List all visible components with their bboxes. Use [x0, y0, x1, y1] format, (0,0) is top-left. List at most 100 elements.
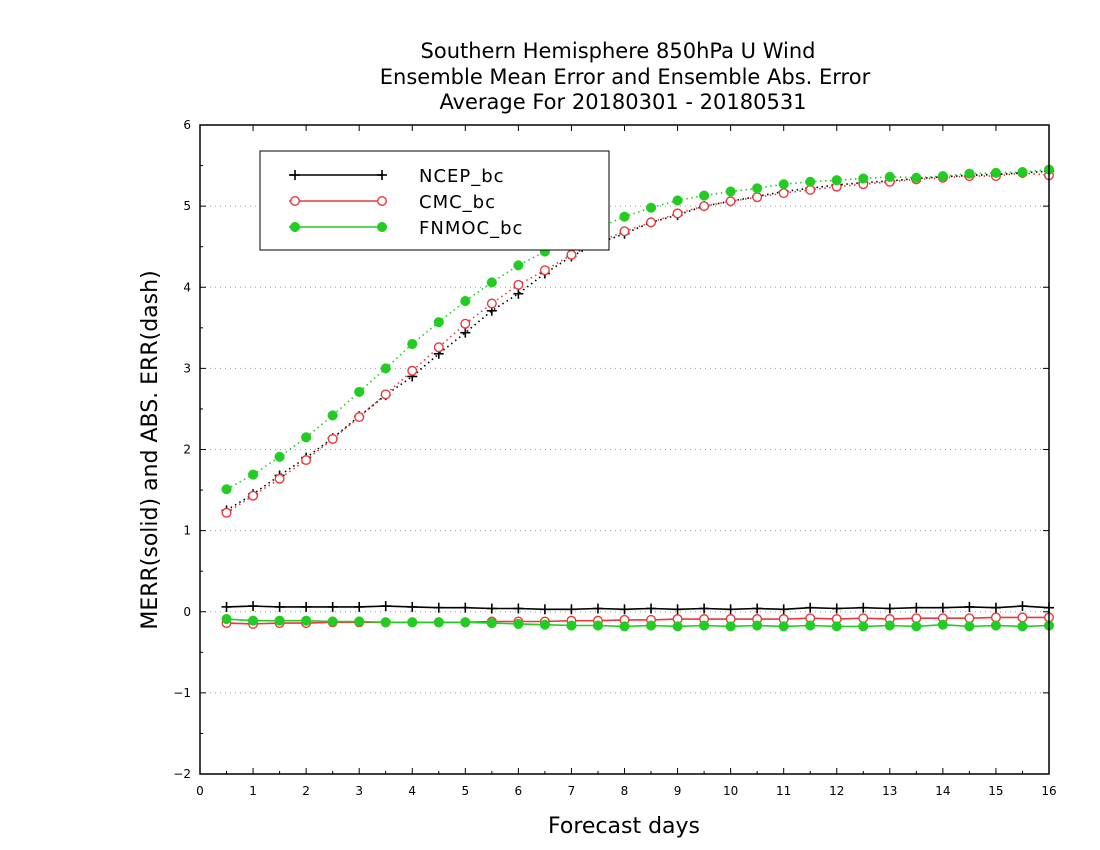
merr-point: [911, 613, 922, 624]
merr-point: [380, 617, 391, 628]
merr-point: [486, 603, 497, 614]
merr-point: [911, 602, 922, 613]
abs-err-point: [831, 175, 842, 186]
abs-err-point: [407, 365, 418, 376]
x-tick-label: 1: [249, 784, 257, 798]
merr-point: [884, 620, 895, 631]
abs-err-point: [301, 455, 312, 466]
abs-err-point: [513, 279, 524, 290]
chart-title: Southern Hemisphere 850hPa U Wind Ensemb…: [380, 39, 871, 114]
merr-point: [964, 601, 975, 612]
merr-point: [380, 601, 391, 612]
merr-point: [699, 603, 710, 614]
abs-err-point: [566, 249, 577, 260]
abs-err-point: [725, 186, 736, 197]
abs-err-point: [672, 208, 683, 219]
abs-err-point: [327, 433, 338, 444]
abs-err-point: [248, 490, 259, 501]
y-tick-label: −1: [173, 686, 191, 700]
merr-point: [699, 620, 710, 631]
legend-marker-right: [377, 195, 388, 206]
y-axis-label: MERR(solid) and ABS. ERR(dash): [138, 270, 163, 629]
x-tick-label: 4: [408, 784, 416, 798]
abs-err-point: [858, 173, 869, 184]
merr-point: [1017, 601, 1028, 612]
abs-err-point: [619, 226, 630, 237]
abs-err-point: [937, 171, 948, 182]
merr-point: [513, 618, 524, 629]
x-tick-label: 11: [776, 784, 791, 798]
abs-err-point: [274, 451, 285, 462]
merr-point: [778, 621, 789, 632]
merr-point: [592, 603, 603, 614]
merr-point: [619, 621, 630, 632]
merr-point: [990, 620, 1001, 631]
legend-entry-CMC_bc: CMC_bc: [289, 192, 496, 213]
merr-point: [248, 615, 259, 626]
abs-err-point: [805, 176, 816, 187]
title-line-3: Average For 20180301 - 20180531: [439, 90, 806, 114]
abs-err-point: [354, 386, 365, 397]
merr-point: [354, 601, 365, 612]
merr-point: [937, 619, 948, 630]
abs-err-point: [884, 171, 895, 182]
legend-marker-left: [289, 221, 301, 233]
y-axis: −2 −1 0 1 2 3 4 5 6: [173, 118, 1049, 781]
abs-err-point: [964, 168, 975, 179]
merr-point: [354, 616, 365, 627]
merr-point: [1017, 621, 1028, 632]
merr-point: [672, 621, 683, 632]
y-tick-label: 6: [183, 118, 191, 132]
abs-err-point: [301, 432, 312, 443]
merr-point: [301, 615, 312, 626]
merr-point: [858, 621, 869, 632]
merr-point: [778, 604, 789, 615]
merr-point: [805, 620, 816, 631]
abs-err-point: [433, 342, 444, 353]
abs-err-point: [990, 167, 1001, 178]
x-tick-label: 8: [621, 784, 629, 798]
x-tick-label: 3: [355, 784, 363, 798]
merr-point: [884, 603, 895, 614]
merr-point: [725, 604, 736, 615]
merr-point: [460, 617, 471, 628]
abs-err-point: [486, 298, 497, 309]
abs-err-point: [221, 507, 232, 518]
legend-label: CMC_bc: [419, 192, 496, 213]
abs-err-point: [433, 317, 444, 328]
merr-point: [752, 603, 763, 614]
merr-point: [964, 621, 975, 632]
abs-err-point: [274, 473, 285, 484]
x-tick-label: 2: [302, 784, 310, 798]
legend-label: NCEP_bc: [419, 166, 505, 187]
merr-point: [725, 621, 736, 632]
x-tick-label: 10: [723, 784, 738, 798]
merr-point: [274, 615, 285, 626]
x-axis-label: Forecast days: [548, 814, 700, 839]
legend-marker-right: [376, 221, 388, 233]
abs-err-point: [911, 172, 922, 183]
legend-label: FNMOC_bc: [419, 218, 523, 239]
x-tick-label: 16: [1041, 784, 1056, 798]
legend-entry-NCEP_bc: NCEP_bc: [289, 166, 505, 187]
abs-err-point: [380, 363, 391, 374]
merr-point: [592, 620, 604, 631]
x-tick-label: 15: [988, 784, 1003, 798]
merr-point: [990, 602, 1001, 613]
x-tick-label: 6: [515, 784, 523, 798]
abs-err-point: [778, 179, 789, 190]
merr-point: [672, 604, 683, 615]
abs-err-point: [699, 190, 710, 201]
x-tick-label: 14: [935, 784, 950, 798]
abs-err-point: [513, 260, 524, 271]
merr-point: [831, 603, 842, 614]
merr-point: [1017, 612, 1028, 623]
merr-point: [646, 603, 657, 614]
merr-point: [566, 604, 577, 615]
x-tick-label: 12: [829, 784, 844, 798]
merr-point: [221, 614, 232, 625]
x-tick-label: 9: [674, 784, 682, 798]
legend-marker-left: [290, 195, 301, 206]
abs-err-point: [752, 192, 763, 203]
merr-point: [539, 619, 550, 630]
